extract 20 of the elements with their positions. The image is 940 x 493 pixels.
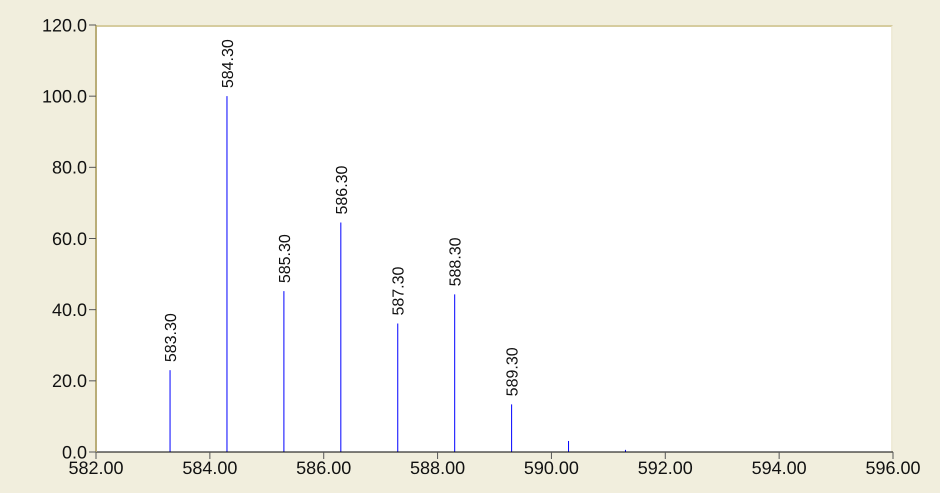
annotation: 586.30 bbox=[334, 165, 351, 214]
annotation: 584.30 bbox=[220, 39, 237, 88]
x-tick-label: 592.00 bbox=[638, 458, 693, 478]
y-tick-label: 60.0 bbox=[52, 228, 87, 249]
x-tick-label: 586.00 bbox=[296, 458, 352, 478]
y-tick-label: 80.0 bbox=[52, 158, 87, 178]
annotation: 587.30 bbox=[390, 266, 408, 316]
annotation: 585.30 bbox=[276, 234, 294, 284]
y-tick-label: 100.0 bbox=[42, 86, 87, 107]
x-tick-label: 590.00 bbox=[524, 458, 579, 478]
y-tick-label: 40.0 bbox=[52, 300, 87, 320]
y-tick-label: 20.0 bbox=[52, 371, 87, 392]
annotation: 583.30 bbox=[163, 313, 180, 362]
annotation: 588.30 bbox=[448, 237, 465, 286]
annotation: 589.30 bbox=[504, 347, 522, 396]
x-tick-label: 584.00 bbox=[182, 458, 238, 478]
x-tick-label: 596.00 bbox=[865, 458, 921, 478]
x-tick-label: 588.00 bbox=[410, 458, 466, 478]
y-tick-label: 120.0 bbox=[42, 15, 87, 36]
x-tick-label: 594.00 bbox=[752, 458, 807, 478]
